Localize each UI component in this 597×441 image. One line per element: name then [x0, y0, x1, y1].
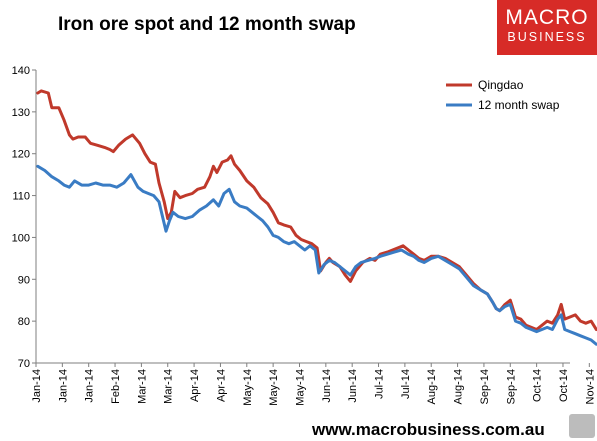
logo-line1: MACRO: [505, 6, 589, 29]
y-tick-label: 100: [12, 232, 30, 244]
x-tick-label: Jul-14: [374, 369, 386, 399]
x-tick-label: May-14: [268, 369, 280, 406]
x-tick-label: Sep-14: [505, 369, 517, 404]
x-tick-label: Aug-14: [453, 369, 465, 404]
y-tick-label: 110: [12, 191, 30, 203]
y-tick-label: 120: [12, 149, 30, 161]
chart-series: [36, 89, 597, 346]
y-tick-label: 70: [18, 358, 30, 370]
x-tick-label: Jan-14: [31, 369, 43, 403]
x-tick-label: Mar-14: [136, 369, 148, 404]
y-tick-label: 140: [12, 65, 30, 77]
x-tick-label: Jun-14: [321, 369, 333, 403]
y-tick-label: 80: [18, 316, 30, 328]
chart-axes: 70 80 90 100 110 120 130 140 Jan-14 Jan-14 Jan-14 F…: [12, 65, 597, 406]
wolf-icon: [569, 414, 595, 438]
legend-swap-label: 12 month swap: [478, 98, 560, 112]
macrobusiness-logo: MACRO BUSINESS: [497, 0, 597, 55]
x-tick-label: May-14: [294, 369, 306, 406]
x-tick-label: Jan-14: [84, 369, 96, 403]
x-tick-label: Mar-14: [163, 369, 175, 404]
x-tick-label: Jan-14: [57, 369, 69, 403]
logo-line2: BUSINESS: [507, 30, 587, 44]
chart-title: Iron ore spot and 12 month swap: [58, 14, 356, 35]
x-tick-label: Nov-14: [584, 369, 596, 404]
x-tick-label: May-14: [242, 369, 254, 406]
x-tick-label: Sep-14: [479, 369, 491, 404]
chart-legend: Qingdao 12 month swap: [446, 78, 560, 112]
x-tick-label: Aug-14: [426, 369, 438, 404]
x-tick-label: Oct-14: [532, 369, 544, 402]
x-tick-label: Oct-14: [558, 369, 570, 402]
x-tick-label: Apr-14: [189, 369, 201, 402]
x-tick-label: Jul-14: [400, 369, 412, 399]
x-tick-label: Apr-14: [215, 369, 227, 402]
legend-qingdao-label: Qingdao: [478, 78, 524, 92]
x-tick-label: Feb-14: [110, 369, 122, 404]
swap-line: [36, 164, 597, 346]
y-tick-label: 90: [18, 274, 30, 286]
y-tick-label: 130: [12, 107, 30, 119]
qingdao-line: [36, 89, 597, 331]
footer-url: www.macrobusiness.com.au: [312, 420, 545, 439]
x-tick-label: Jun-14: [347, 369, 359, 403]
